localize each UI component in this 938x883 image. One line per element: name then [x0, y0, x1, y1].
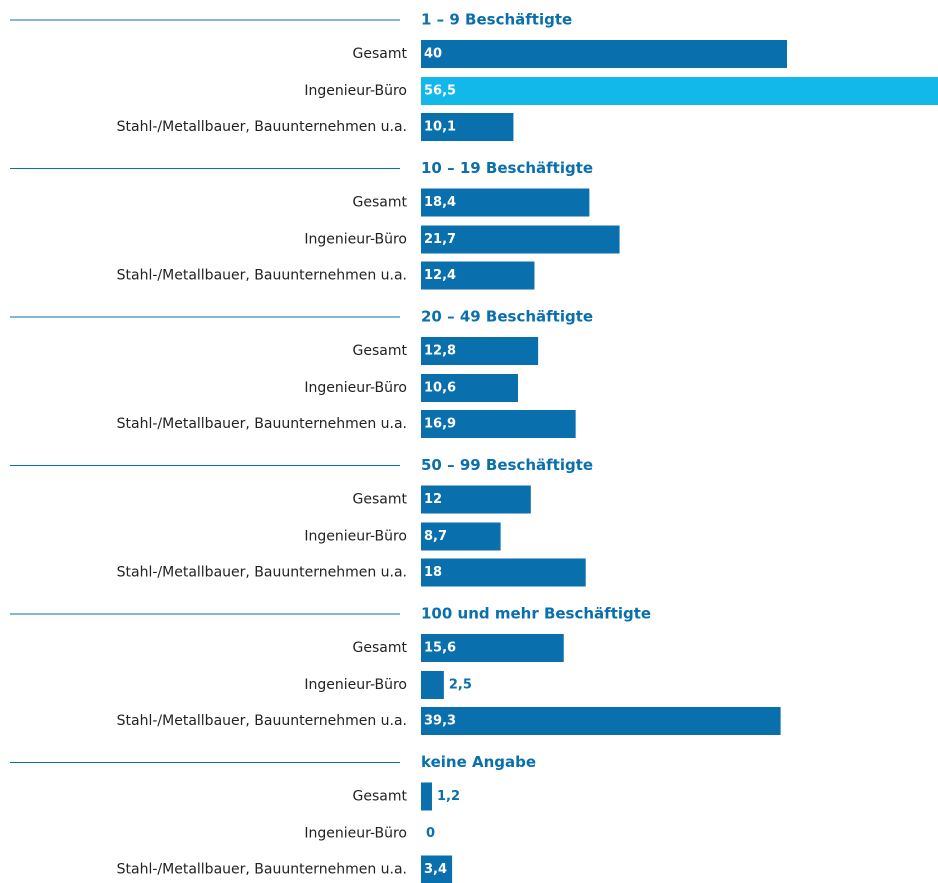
bar — [421, 855, 453, 883]
category-label: Ingenieur-Büro — [304, 826, 407, 842]
bar — [421, 634, 564, 662]
value-label: 40 — [424, 47, 442, 62]
bar — [421, 485, 531, 514]
value-label: 8,7 — [424, 529, 447, 544]
value-label: 3,4 — [424, 862, 447, 877]
value-label: 12,8 — [424, 344, 456, 359]
bar — [421, 410, 576, 438]
bar — [421, 671, 444, 699]
bar — [421, 113, 514, 141]
category-label: Stahl-/Metallbauer, Bauunternehmen u.a. — [117, 416, 407, 432]
category-label: Stahl-/Metallbauer, Bauunternehmen u.a. — [117, 268, 407, 284]
group-title: 100 und mehr Beschäftigte — [421, 605, 651, 623]
category-label: Gesamt — [353, 492, 408, 508]
value-label: 18 — [424, 565, 442, 580]
category-label: Stahl-/Metallbauer, Bauunternehmen u.a. — [117, 119, 407, 135]
bar — [421, 522, 501, 551]
bar — [421, 558, 586, 587]
category-label: Stahl-/Metallbauer, Bauunternehmen u.a. — [117, 713, 407, 729]
bar — [421, 188, 590, 217]
bar — [421, 374, 518, 402]
bar — [421, 707, 781, 735]
category-label: Gesamt — [353, 343, 408, 359]
value-label: 10,6 — [424, 381, 456, 396]
bar — [421, 225, 620, 254]
group-title: 1 – 9 Beschäftigte — [421, 11, 572, 29]
group-title: keine Angabe — [421, 753, 536, 771]
value-label: 39,3 — [424, 714, 456, 729]
category-label: Ingenieur-Büro — [304, 529, 407, 545]
category-label: Stahl-/Metallbauer, Bauunternehmen u.a. — [117, 565, 407, 581]
group-title: 20 – 49 Beschäftigte — [421, 308, 593, 326]
value-label: 12 — [424, 492, 442, 507]
value-label: 0 — [426, 826, 435, 841]
category-label: Stahl-/Metallbauer, Bauunternehmen u.a. — [117, 862, 407, 878]
category-label: Ingenieur-Büro — [304, 232, 407, 248]
category-label: Gesamt — [353, 195, 408, 211]
category-label: Ingenieur-Büro — [304, 677, 407, 693]
value-label: 18,4 — [424, 195, 456, 210]
value-label: 2,5 — [449, 678, 472, 693]
bar — [421, 782, 432, 811]
value-label: 1,2 — [437, 789, 460, 804]
value-label: 12,4 — [424, 268, 456, 283]
value-label: 16,9 — [424, 417, 456, 432]
group-title: 10 – 19 Beschäftigte — [421, 159, 593, 177]
category-label: Ingenieur-Büro — [304, 83, 407, 99]
value-label: 21,7 — [424, 232, 456, 247]
bar — [421, 77, 938, 105]
category-label: Gesamt — [353, 640, 408, 656]
bar — [421, 261, 535, 290]
value-label: 10,1 — [424, 120, 456, 135]
bar — [421, 40, 788, 68]
group-title: 50 – 99 Beschäftigte — [421, 456, 593, 474]
value-label: 15,6 — [424, 641, 456, 656]
category-label: Gesamt — [353, 789, 408, 805]
value-label: 56,5 — [424, 84, 456, 99]
bar — [421, 337, 539, 365]
category-label: Ingenieur-Büro — [304, 380, 407, 396]
category-label: Gesamt — [353, 46, 408, 62]
